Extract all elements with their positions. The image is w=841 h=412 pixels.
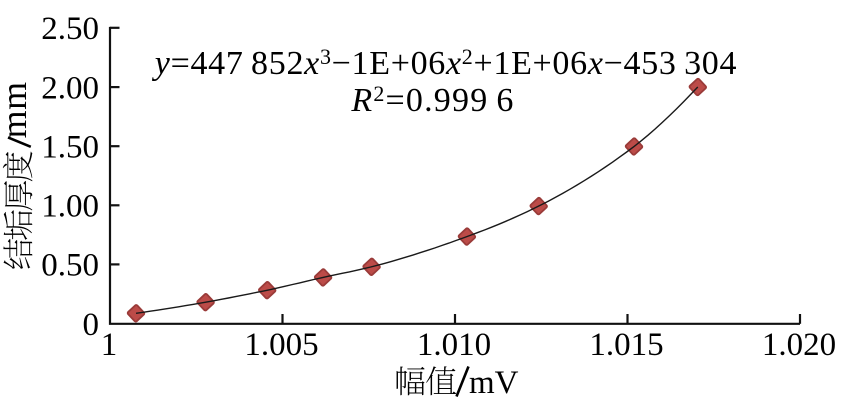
svg-text:1.020: 1.020 — [762, 327, 836, 363]
svg-text:1: 1 — [101, 327, 118, 363]
svg-text:1.50: 1.50 — [41, 129, 99, 165]
svg-text:0: 0 — [83, 307, 100, 343]
svg-text:2.50: 2.50 — [41, 11, 99, 47]
svg-text:0.50: 0.50 — [41, 248, 99, 284]
svg-text:mm: mm — [0, 81, 34, 138]
svg-text:1.010: 1.010 — [417, 327, 491, 363]
svg-text:mV: mV — [469, 365, 519, 401]
svg-text:1.015: 1.015 — [589, 327, 663, 363]
svg-text:R2=0.999 6: R2=0.999 6 — [350, 81, 514, 119]
svg-text:1.005: 1.005 — [244, 327, 318, 363]
svg-text:y=447 852x3−1E+06x2+1E+06x−453: y=447 852x3−1E+06x2+1E+06x−453 304 — [152, 44, 737, 82]
svg-text:1.00: 1.00 — [41, 189, 99, 225]
svg-text:2.00: 2.00 — [41, 70, 99, 106]
